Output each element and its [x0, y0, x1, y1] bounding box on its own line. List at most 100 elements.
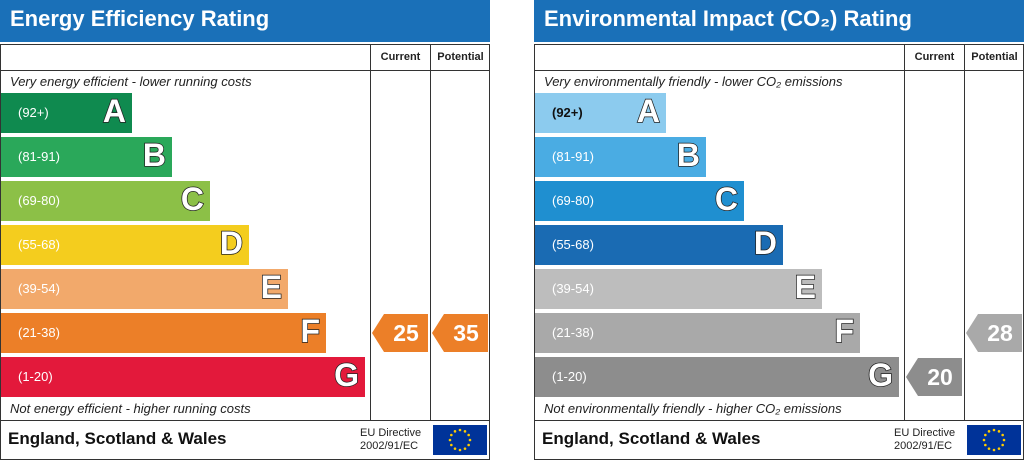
- eu-star: [458, 428, 462, 432]
- band-letter: G: [867, 356, 893, 394]
- eu-star: [997, 447, 1001, 450]
- rating-band-b: (81-91) B: [1, 136, 172, 177]
- rating-band-a: (92+) A: [1, 92, 132, 133]
- band-letter: A: [636, 92, 661, 130]
- rating-band-d: (55-68) D: [1, 224, 249, 265]
- band-range-label: (1-20): [552, 369, 587, 384]
- band-letter: C: [180, 180, 205, 218]
- badge-arrow: [372, 314, 384, 352]
- current-column-header: Current: [380, 51, 421, 63]
- rating-band-c: (69-80) C: [1, 180, 210, 221]
- band-range-label: (92+): [18, 105, 49, 120]
- column-divider: [964, 44, 965, 420]
- eu-star: [987, 447, 991, 450]
- eu-star: [448, 438, 452, 442]
- eu-flag-icon: [967, 425, 1021, 455]
- band-letter: G: [333, 356, 359, 394]
- current-column-header: Current: [914, 51, 955, 63]
- current-rating-badge: 20: [906, 358, 962, 396]
- panel-title-bar: Environmental Impact (CO₂) Rating: [534, 0, 1024, 42]
- potential-rating-badge: 35: [432, 314, 488, 352]
- rating-band-e: (39-54) E: [535, 268, 822, 309]
- eu-star: [1001, 433, 1004, 437]
- band-range-label: (69-80): [18, 193, 60, 208]
- eu-star: [1002, 438, 1006, 442]
- rating-band-d: (55-68) D: [535, 224, 783, 265]
- band-range-label: (69-80): [552, 193, 594, 208]
- potential-rating-value: 28: [987, 320, 1013, 346]
- badge-body: [978, 314, 1022, 352]
- potential-rating-value: 35: [453, 320, 479, 346]
- band-letter: D: [219, 224, 244, 262]
- eu-star: [982, 438, 986, 442]
- eu-star: [450, 433, 453, 437]
- band-letter: E: [260, 268, 283, 306]
- footer-divider: [534, 420, 1024, 421]
- header-divider: [0, 70, 490, 71]
- eu-directive-line2: 2002/91/EC: [360, 440, 419, 452]
- band-range-label: (55-68): [552, 237, 594, 252]
- eu-star: [463, 430, 467, 433]
- band-range-label: (92+): [552, 105, 583, 120]
- footer-divider: [0, 420, 490, 421]
- bottom-note: Not environmentally friendly - higher CO…: [544, 401, 842, 416]
- badge-arrow: [432, 314, 444, 352]
- top-note: Very environmentally friendly - lower CO…: [544, 74, 843, 89]
- band-letter: B: [676, 136, 701, 174]
- eu-directive-line2: 2002/91/EC: [894, 440, 953, 452]
- band-letter: E: [794, 268, 817, 306]
- band-letter: F: [834, 312, 855, 350]
- eu-star: [987, 430, 991, 433]
- panel-title: Environmental Impact (CO₂) Rating: [544, 6, 912, 31]
- rating-band-f: (21-38) F: [535, 312, 860, 353]
- eu-stars: [982, 428, 1006, 452]
- band-range-label: (39-54): [18, 281, 60, 296]
- band-letter: C: [714, 180, 739, 218]
- eu-star: [467, 443, 470, 447]
- badge-body: [384, 314, 428, 352]
- eu-directive-line1: EU Directive: [894, 427, 956, 439]
- band-range-label: (81-91): [18, 149, 60, 164]
- band-letter: F: [300, 312, 321, 350]
- top-note: Very energy efficient - lower running co…: [10, 74, 252, 89]
- eu-star: [1001, 443, 1004, 447]
- eu-star: [997, 430, 1001, 433]
- band-range-label: (21-38): [18, 325, 60, 340]
- bottom-note: Not energy efficient - higher running co…: [10, 401, 251, 416]
- eu-star: [984, 443, 987, 447]
- rating-band-b: (81-91) B: [535, 136, 706, 177]
- band-letter: D: [753, 224, 778, 262]
- column-divider: [370, 44, 371, 420]
- eu-directive-line1: EU Directive: [360, 427, 422, 439]
- eu-stars: [448, 428, 472, 452]
- current-rating-value: 25: [393, 320, 419, 346]
- region-label: England, Scotland & Wales: [8, 429, 227, 448]
- badge-body: [444, 314, 488, 352]
- rating-band-g: (1-20) G: [1, 356, 365, 397]
- eu-star: [453, 447, 457, 450]
- badge-arrow: [966, 314, 978, 352]
- eu-star: [463, 447, 467, 450]
- band-range-label: (81-91): [552, 149, 594, 164]
- header-divider: [534, 70, 1024, 71]
- environmental-impact-panel: Environmental Impact (CO₂) Rating Curren…: [534, 0, 1024, 460]
- panel-title: Energy Efficiency Rating: [10, 6, 270, 31]
- column-divider: [430, 44, 431, 420]
- eu-star: [984, 433, 987, 437]
- eu-directive-text: EU Directive 2002/91/EC: [894, 427, 955, 453]
- band-letter: B: [142, 136, 167, 174]
- rating-band-c: (69-80) C: [535, 180, 744, 221]
- rating-band-f: (21-38) F: [1, 312, 326, 353]
- badge-arrow: [906, 358, 918, 396]
- current-rating-value: 20: [927, 364, 953, 390]
- eu-flag-icon: [433, 425, 487, 455]
- eu-directive-text: EU Directive 2002/91/EC: [360, 427, 421, 453]
- rating-band-a: (92+) A: [535, 92, 666, 133]
- column-divider: [904, 44, 905, 420]
- eu-star: [992, 448, 996, 452]
- eu-star: [468, 438, 472, 442]
- eu-star: [453, 430, 457, 433]
- rating-band-e: (39-54) E: [1, 268, 288, 309]
- eu-star: [992, 428, 996, 432]
- band-range-label: (39-54): [552, 281, 594, 296]
